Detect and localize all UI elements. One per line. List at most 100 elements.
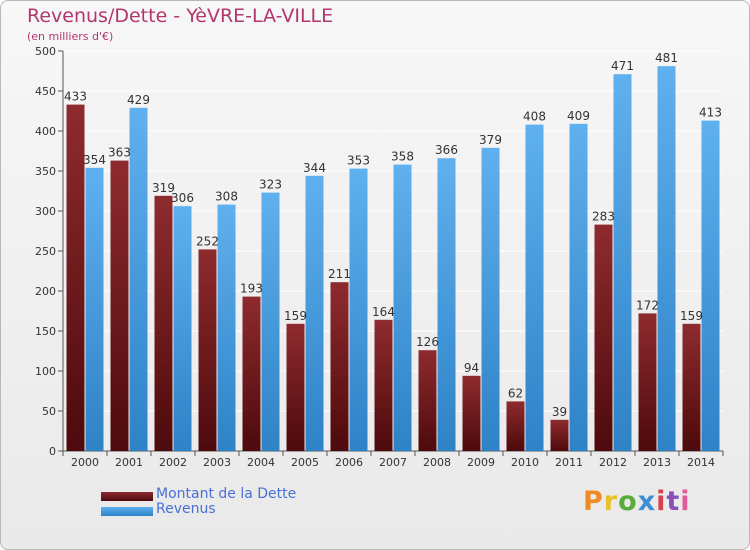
logo-letter: P	[583, 486, 604, 517]
axes: 0 50 100 150 200 250 300 350 400 450 500 2000 2001 20…	[35, 45, 724, 469]
bar-revenus	[701, 120, 720, 451]
data-label-revenus: 354	[83, 153, 106, 167]
bar-revenus	[217, 204, 236, 451]
data-label-revenus: 481	[655, 51, 678, 65]
bars	[66, 66, 720, 452]
bar-revenus	[481, 147, 500, 452]
data-label-revenus: 306	[171, 191, 194, 205]
bar-dette	[242, 296, 261, 451]
legend-label-debt: Montant de la Dette	[156, 486, 297, 502]
bar-revenus	[525, 124, 544, 451]
data-label-dette: 172	[636, 298, 659, 312]
bar-revenus	[173, 206, 192, 451]
data-label-revenus: 358	[391, 150, 414, 164]
data-label-revenus: 471	[611, 59, 634, 73]
legend-label-revenus: Revenus	[156, 501, 216, 517]
x-tick-label: 2013	[643, 456, 671, 469]
logo-letter: x	[637, 486, 657, 517]
bar-dette	[594, 224, 613, 451]
bar-dette	[418, 350, 437, 451]
data-label-dette: 62	[508, 386, 523, 400]
x-tick-label: 2002	[159, 456, 187, 469]
bar-revenus	[261, 192, 280, 451]
x-tick-label: 2000	[71, 456, 99, 469]
data-label-revenus: 409	[567, 109, 590, 123]
bar-revenus	[393, 164, 412, 451]
y-tick-label: 250	[35, 245, 56, 258]
x-tick-label: 2005	[291, 456, 319, 469]
data-label-dette: 283	[592, 210, 615, 224]
y-tick-label: 50	[42, 405, 56, 418]
data-label-dette: 252	[196, 234, 219, 248]
legend-swatch-debt	[101, 492, 153, 501]
bar-dette	[330, 282, 349, 451]
bar-dette	[682, 323, 701, 451]
bar-dette	[374, 319, 393, 451]
chart-title: Revenus/Dette - YèVRE-LA-VILLE	[27, 5, 334, 27]
data-label-dette: 159	[680, 309, 703, 323]
bar-dette	[110, 160, 129, 451]
bar-dette	[550, 419, 569, 451]
y-tick-label: 400	[35, 125, 56, 138]
y-tick-label: 0	[49, 445, 56, 458]
x-tick-label: 2009	[467, 456, 495, 469]
x-tick-label: 2004	[247, 456, 275, 469]
data-label-revenus: 344	[303, 161, 326, 175]
proxiti-logo: Proxiti	[583, 486, 691, 517]
bar-dette	[66, 104, 85, 451]
bar-revenus	[349, 168, 368, 451]
logo-letter: r	[603, 486, 619, 517]
logo-letter: t	[666, 486, 681, 517]
x-tick-label: 2010	[511, 456, 539, 469]
bar-revenus	[85, 167, 104, 452]
bar-dette	[154, 195, 173, 451]
logo-letter: i	[656, 486, 667, 517]
data-label-revenus: 353	[347, 154, 370, 168]
y-tick-label: 450	[35, 85, 56, 98]
grid-lines	[63, 50, 723, 452]
x-tick-label: 2011	[555, 456, 583, 469]
y-tick-label: 350	[35, 165, 56, 178]
bar-dette	[198, 249, 217, 451]
bar-revenus	[305, 175, 324, 452]
x-tick-label: 2007	[379, 456, 407, 469]
data-label-dette: 193	[240, 282, 263, 296]
bar-dette	[462, 375, 481, 451]
data-label-revenus: 408	[523, 110, 546, 124]
data-label-revenus: 429	[127, 93, 150, 107]
x-tick-label: 2012	[599, 456, 627, 469]
x-tick-label: 2001	[115, 456, 143, 469]
x-tick-label: 2014	[687, 456, 715, 469]
bar-dette	[286, 323, 305, 451]
x-tick-label: 2008	[423, 456, 451, 469]
x-tick-label: 2006	[335, 456, 363, 469]
data-label-revenus: 323	[259, 178, 282, 192]
data-label-dette: 363	[108, 146, 131, 160]
data-label-revenus: 366	[435, 143, 458, 157]
data-label-dette: 164	[372, 305, 395, 319]
x-tick-label: 2003	[203, 456, 231, 469]
bar-revenus	[657, 66, 676, 451]
data-label-dette: 126	[416, 335, 439, 349]
bar-revenus	[437, 158, 456, 451]
data-label-dette: 319	[152, 181, 175, 195]
y-tick-label: 200	[35, 285, 56, 298]
legend-swatch-revenus	[101, 507, 153, 516]
y-tick-label: 500	[35, 45, 56, 58]
y-tick-label: 100	[35, 365, 56, 378]
y-tick-label: 300	[35, 205, 56, 218]
logo-letter: i	[680, 486, 691, 517]
data-label-dette: 211	[328, 267, 351, 281]
bar-revenus	[613, 74, 632, 451]
bar-revenus	[569, 123, 588, 452]
data-label-dette: 94	[464, 361, 479, 375]
bar-dette	[638, 313, 657, 451]
data-label-dette: 433	[64, 90, 87, 104]
logo-letter: o	[618, 486, 638, 517]
chart-subtitle: (en milliers d'€)	[27, 30, 114, 43]
data-label-revenus: 308	[215, 190, 238, 204]
data-label-dette: 159	[284, 309, 307, 323]
bar-revenus	[129, 107, 148, 452]
